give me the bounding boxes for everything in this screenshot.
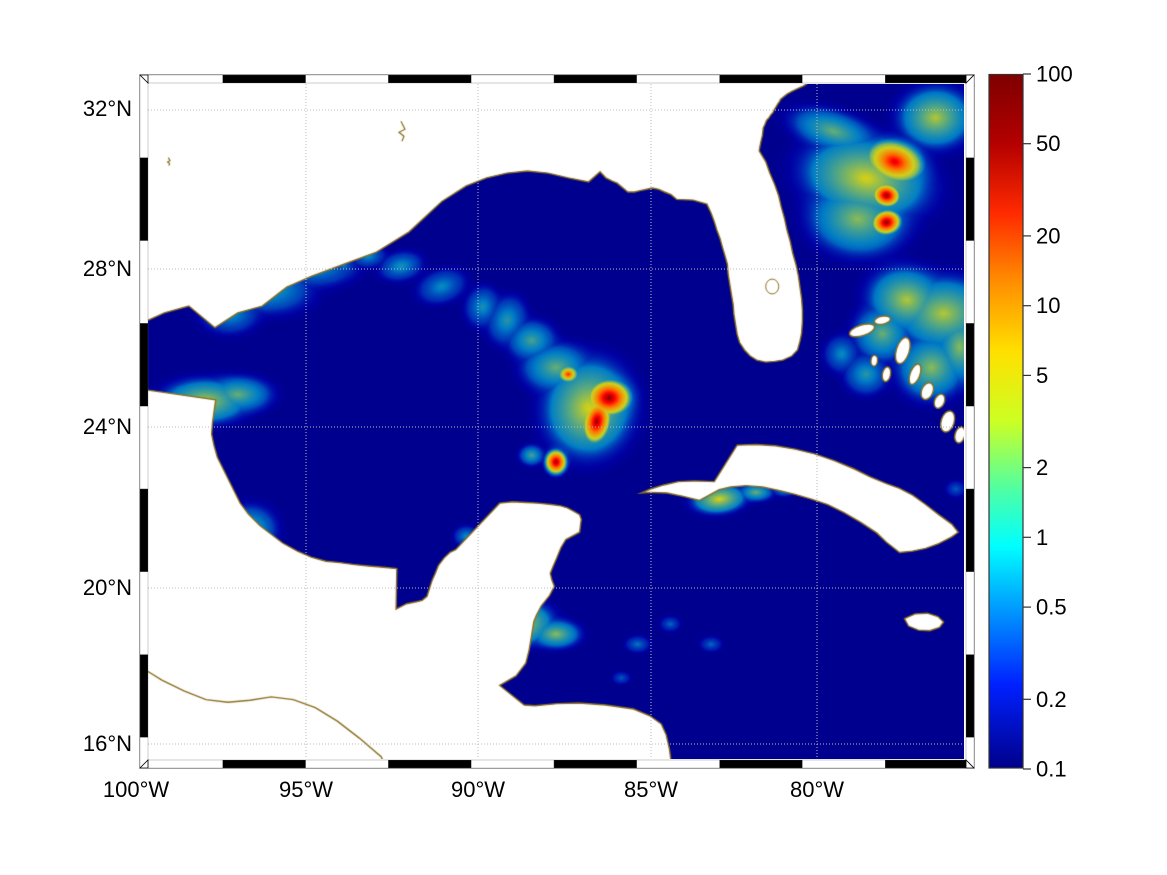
- svg-text:0.2: 0.2: [1036, 687, 1067, 712]
- svg-text:1: 1: [1036, 525, 1048, 550]
- svg-text:5: 5: [1036, 363, 1048, 388]
- svg-text:85°W: 85°W: [624, 777, 678, 802]
- svg-text:24°N: 24°N: [83, 414, 132, 439]
- svg-text:32°N: 32°N: [83, 96, 132, 121]
- svg-text:0.1: 0.1: [1036, 757, 1067, 782]
- svg-text:50: 50: [1036, 131, 1060, 156]
- svg-text:90°W: 90°W: [451, 777, 505, 802]
- svg-text:20: 20: [1036, 223, 1060, 248]
- svg-text:10: 10: [1036, 293, 1060, 318]
- svg-text:95°W: 95°W: [279, 777, 333, 802]
- svg-text:2: 2: [1036, 455, 1048, 480]
- svg-text:16°N: 16°N: [83, 731, 132, 756]
- svg-text:100°W: 100°W: [103, 777, 170, 802]
- svg-text:0.5: 0.5: [1036, 595, 1067, 620]
- svg-text:80°W: 80°W: [790, 777, 844, 802]
- svg-text:20°N: 20°N: [83, 575, 132, 600]
- svg-text:28°N: 28°N: [83, 256, 132, 281]
- svg-text:100: 100: [1036, 62, 1073, 87]
